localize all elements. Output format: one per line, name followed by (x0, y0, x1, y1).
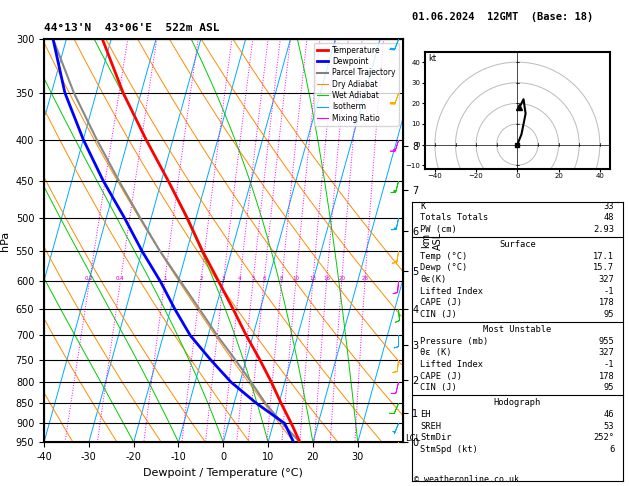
Text: 178: 178 (599, 372, 615, 381)
X-axis label: Dewpoint / Temperature (°C): Dewpoint / Temperature (°C) (143, 468, 303, 478)
Text: CIN (J): CIN (J) (420, 383, 457, 392)
Text: Surface: Surface (499, 240, 536, 249)
Text: -1: -1 (604, 360, 615, 369)
Text: 15.7: 15.7 (593, 263, 615, 272)
Text: StmDir: StmDir (420, 434, 452, 442)
Text: 16: 16 (323, 277, 330, 281)
Text: 6: 6 (262, 277, 266, 281)
Text: 4: 4 (238, 277, 242, 281)
Text: Hodograph: Hodograph (494, 399, 541, 407)
Text: 2: 2 (199, 277, 203, 281)
Text: θε(K): θε(K) (420, 275, 447, 284)
Y-axis label: km
ASL: km ASL (421, 231, 443, 250)
Text: Dewp (°C): Dewp (°C) (420, 263, 468, 272)
Text: CIN (J): CIN (J) (420, 310, 457, 319)
Text: Most Unstable: Most Unstable (483, 325, 552, 334)
Text: 3: 3 (221, 277, 225, 281)
Text: PW (cm): PW (cm) (420, 225, 457, 234)
Text: 46: 46 (604, 410, 615, 419)
Y-axis label: hPa: hPa (0, 230, 10, 251)
Text: © weatheronline.co.uk: © weatheronline.co.uk (414, 474, 519, 484)
Text: Lifted Index: Lifted Index (420, 287, 484, 295)
Text: 01.06.2024  12GMT  (Base: 18): 01.06.2024 12GMT (Base: 18) (412, 12, 593, 22)
Text: 8: 8 (280, 277, 284, 281)
Text: θε (K): θε (K) (420, 348, 452, 357)
Text: 20: 20 (338, 277, 345, 281)
Text: SREH: SREH (420, 422, 442, 431)
Text: 0.2: 0.2 (85, 277, 94, 281)
Text: 95: 95 (604, 310, 615, 319)
Text: CAPE (J): CAPE (J) (420, 298, 462, 307)
Text: 327: 327 (599, 275, 615, 284)
Text: CAPE (J): CAPE (J) (420, 372, 462, 381)
Text: 53: 53 (604, 422, 615, 431)
Text: 33: 33 (604, 202, 615, 211)
Text: 1: 1 (163, 277, 167, 281)
Text: kt: kt (428, 54, 437, 63)
Text: 252°: 252° (593, 434, 615, 442)
Text: 6: 6 (609, 445, 615, 454)
Text: 44°13'N  43°06'E  522m ASL: 44°13'N 43°06'E 522m ASL (44, 22, 220, 33)
Text: 0.4: 0.4 (116, 277, 125, 281)
Text: -1: -1 (604, 287, 615, 295)
Text: EH: EH (420, 410, 431, 419)
Text: K: K (420, 202, 426, 211)
Text: StmSpd (kt): StmSpd (kt) (420, 445, 478, 454)
Text: 95: 95 (604, 383, 615, 392)
Text: 28: 28 (362, 277, 369, 281)
Text: 327: 327 (599, 348, 615, 357)
Text: 2.93: 2.93 (593, 225, 615, 234)
Legend: Temperature, Dewpoint, Parcel Trajectory, Dry Adiabat, Wet Adiabat, Isotherm, Mi: Temperature, Dewpoint, Parcel Trajectory… (314, 43, 399, 125)
Text: Temp (°C): Temp (°C) (420, 252, 468, 261)
Text: Lifted Index: Lifted Index (420, 360, 484, 369)
Text: LCL: LCL (405, 434, 420, 443)
Text: 13: 13 (309, 277, 316, 281)
Text: 48: 48 (604, 213, 615, 222)
Text: 17.1: 17.1 (593, 252, 615, 261)
Text: 5: 5 (252, 277, 255, 281)
Text: Totals Totals: Totals Totals (420, 213, 489, 222)
Text: Pressure (mb): Pressure (mb) (420, 337, 489, 346)
Text: 10: 10 (292, 277, 299, 281)
Text: 955: 955 (599, 337, 615, 346)
Text: 178: 178 (599, 298, 615, 307)
